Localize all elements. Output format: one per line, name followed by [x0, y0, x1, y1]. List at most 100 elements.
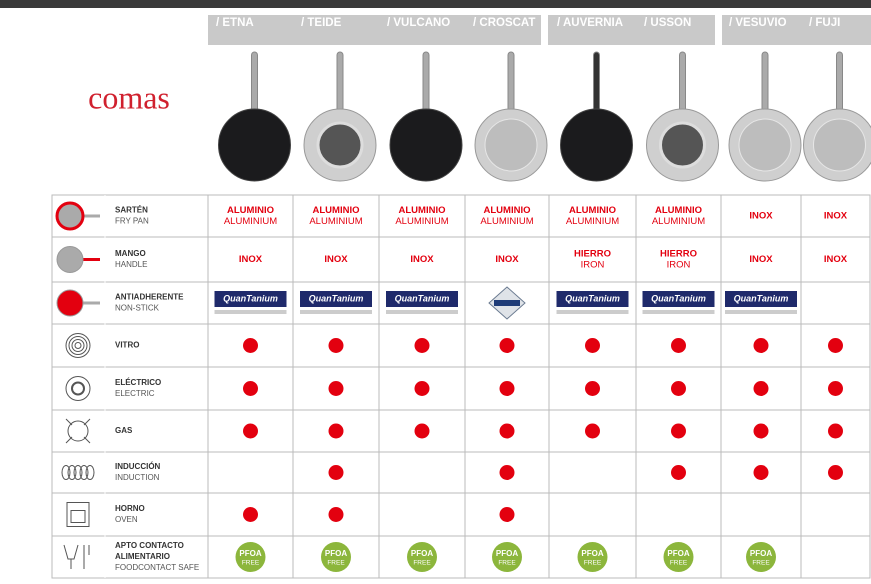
pan-image	[647, 52, 719, 181]
row-icon	[57, 247, 100, 273]
cell-text: ALUMINIO	[227, 205, 274, 216]
product-name: / ETNA	[216, 17, 254, 29]
product-name: / USSON	[644, 17, 691, 29]
icon-flame	[66, 419, 90, 443]
row-sublabel: FRY PAN	[115, 217, 149, 226]
cell-text: INOX	[749, 254, 773, 265]
availability-dot	[329, 381, 344, 396]
cell-text: INOX	[495, 254, 519, 265]
badge-text: PFOA	[581, 549, 603, 558]
icon-ring	[66, 377, 90, 401]
availability-dot	[329, 507, 344, 522]
badge-text: FREE	[242, 560, 260, 567]
pan-image	[804, 52, 871, 181]
availability-dot	[671, 465, 686, 480]
row-icon	[62, 466, 94, 480]
cell-text: INOX	[824, 211, 848, 222]
availability-dot	[754, 381, 769, 396]
brand-logo: comas	[88, 79, 170, 115]
table-border	[52, 195, 870, 578]
availability-dot	[243, 424, 258, 439]
pan-handle	[337, 52, 343, 114]
row-icon	[66, 334, 90, 358]
pan-image	[475, 52, 547, 181]
nonstick-logo: QuanTanium	[725, 291, 797, 314]
icon-disc	[57, 290, 83, 316]
row-sublabel: HANDLE	[115, 260, 147, 269]
pan-image	[390, 52, 462, 181]
logo-fineprint	[725, 310, 797, 314]
pan-inner	[485, 119, 537, 171]
cell-text: HIERRO	[574, 249, 611, 260]
cell-text: INOX	[824, 254, 848, 265]
logo-fineprint	[215, 310, 287, 314]
logo-text: QuanTanium	[651, 293, 706, 303]
availability-dot	[500, 465, 515, 480]
cell-text: ALUMINIO	[655, 205, 702, 216]
logo-fineprint	[557, 310, 629, 314]
row-sublabel: INDUCTION	[115, 473, 160, 482]
availability-dot	[585, 381, 600, 396]
badge-text: PFOA	[667, 549, 689, 558]
pan-image	[304, 52, 376, 181]
pan-image	[729, 52, 801, 181]
icon-disc	[57, 247, 83, 273]
nonstick-logo: QuanTanium	[386, 291, 458, 314]
pfoa-badge: PFOA FREE	[236, 542, 266, 572]
availability-dot	[415, 424, 430, 439]
row-label: MANGO	[115, 249, 146, 258]
nonstick-logo: QuanTanium	[300, 291, 372, 314]
badge-text: PFOA	[239, 549, 261, 558]
row-label: VITRO	[115, 341, 139, 350]
icon-ring	[75, 343, 81, 349]
product-name: / AUVERNIA	[557, 17, 623, 29]
availability-dot	[828, 381, 843, 396]
logo-fineprint	[300, 310, 372, 314]
availability-dot	[500, 424, 515, 439]
cell-text: ALUMINIUM	[309, 216, 362, 227]
icon-glass	[64, 545, 89, 569]
row-label: ALIMENTARIO	[115, 552, 170, 561]
pan-handle	[594, 52, 600, 114]
cell-text: HIERRO	[660, 249, 697, 260]
logo-text: QuanTanium	[223, 293, 278, 303]
cell-text: ALUMINIUM	[480, 216, 533, 227]
availability-dot	[828, 465, 843, 480]
icon-ring	[72, 340, 84, 352]
logo-fineprint	[386, 310, 458, 314]
availability-dot	[415, 381, 430, 396]
cell-text: IRON	[581, 260, 605, 271]
top-bar	[0, 0, 871, 8]
availability-dot	[754, 338, 769, 353]
nonstick-logo: QuanTanium	[215, 291, 287, 314]
row-label: SARTÉN	[115, 206, 148, 215]
logo-text: QuanTanium	[309, 293, 364, 303]
cell-text: INOX	[410, 254, 434, 265]
cell-text: ALUMINIO	[313, 205, 360, 216]
logo-text: QuanTanium	[395, 293, 450, 303]
pan-body	[561, 109, 633, 181]
pan-handle	[423, 52, 429, 114]
badge-text: FREE	[498, 560, 516, 567]
availability-dot	[585, 338, 600, 353]
badge-text: PFOA	[325, 549, 347, 558]
pan-inner	[739, 119, 791, 171]
availability-dot	[329, 465, 344, 480]
cell-text: ALUMINIO	[484, 205, 531, 216]
pfoa-badge: PFOA FREE	[664, 542, 694, 572]
badge-text: FREE	[670, 560, 688, 567]
cell-text: INOX	[239, 254, 263, 265]
row-label: ANTIADHERENTE	[115, 293, 184, 302]
availability-dot	[671, 381, 686, 396]
pan-inner	[661, 123, 705, 167]
availability-dot	[243, 338, 258, 353]
pan-image	[219, 52, 291, 181]
availability-dot	[828, 424, 843, 439]
pan-handle	[762, 52, 768, 114]
badge-text: PFOA	[411, 549, 433, 558]
row-icon	[66, 377, 90, 401]
